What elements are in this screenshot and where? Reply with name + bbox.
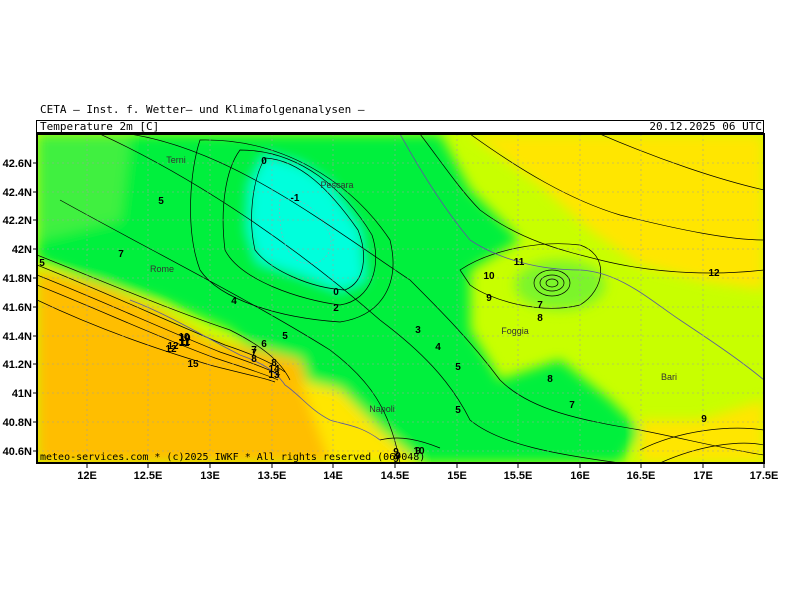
- lon-tick-label: 15E: [447, 470, 467, 482]
- lat-tick-label: 41N: [12, 388, 32, 400]
- lat-tick-label: 41.6N: [3, 302, 32, 314]
- isotherm-label: 10: [413, 446, 425, 457]
- lon-tick-label: 14.5E: [381, 470, 410, 482]
- isotherm-label: 11: [514, 257, 525, 268]
- city-label: Pescara: [320, 180, 353, 190]
- isotherm-label: 7: [537, 300, 543, 311]
- lat-tick-label: 40.6N: [3, 446, 32, 458]
- isotherm-label: 10: [483, 271, 495, 282]
- isotherm-label: 0: [333, 287, 339, 298]
- city-label: Bari: [661, 372, 677, 382]
- isotherm-label: 5: [455, 362, 461, 373]
- parameter-bar: [36, 120, 764, 133]
- axis-ticks: [33, 162, 765, 468]
- isotherm-label: 9: [486, 293, 492, 304]
- isotherm-label: 8: [251, 354, 257, 365]
- city-label: Rome: [150, 264, 174, 274]
- institute-title: CETA — Inst. f. Wetter— und Klimafolgena…: [40, 103, 365, 116]
- city-label: Terni: [166, 155, 186, 165]
- isotherm-label: 8: [271, 358, 277, 369]
- isotherm-label: 7: [569, 400, 575, 411]
- lat-tick-label: 42.6N: [3, 158, 32, 170]
- isotherm-label: 9: [415, 446, 421, 457]
- city-labels: Terni Pescara Rome Foggia Bari Napoli: [150, 155, 677, 414]
- isotherm-label: 11: [180, 337, 191, 348]
- isotherm-label: 6: [261, 339, 267, 350]
- map-frame: [36, 133, 765, 464]
- isotherm-label: 12: [165, 344, 177, 355]
- isotherm-label: 12: [708, 268, 720, 279]
- isotherm-label: 4: [435, 342, 441, 353]
- isotherm-label: 10: [179, 333, 191, 344]
- field-layer: [37, 134, 764, 463]
- city-label: Napoli: [369, 404, 395, 414]
- isotherm-label: 9: [701, 414, 707, 425]
- isotherm-label: 7: [251, 345, 257, 356]
- isotherm-label: 8: [537, 313, 543, 324]
- isotherm-label: 0: [261, 156, 267, 167]
- lat-tick-label: 41.4N: [3, 331, 32, 343]
- isotherm-label: 5: [455, 405, 461, 416]
- isotherm-label: -1: [291, 193, 300, 204]
- valid-time: 20.12.2025 06 UTC: [649, 120, 762, 133]
- footer-copyright: meteo-services.com * (c)2025 IWKF * All …: [40, 452, 426, 463]
- lat-tick-label: 41.2N: [3, 359, 32, 371]
- isotherm-label: 2: [333, 303, 339, 314]
- isotherms: [37, 134, 764, 463]
- isotherm-label: 5: [282, 331, 288, 342]
- isotherm-label: 14: [268, 364, 280, 375]
- lon-tick-label: 17.5E: [750, 470, 779, 482]
- lon-tick-label: 14E: [323, 470, 343, 482]
- isotherm-label: 15: [187, 359, 199, 370]
- isotherm-label: 7: [118, 249, 124, 260]
- parameter-label: Temperature_2m [C]: [40, 120, 160, 133]
- isotherm-label: 13: [268, 370, 280, 381]
- city-label: Foggia: [501, 326, 529, 336]
- lon-tick-label: 13.5E: [258, 470, 287, 482]
- lat-tick-label: 42.2N: [3, 215, 32, 227]
- lat-tick-label: 41.8N: [3, 273, 32, 285]
- isotherm-label: 7: [251, 348, 257, 359]
- lon-tick-label: 16.5E: [627, 470, 656, 482]
- axis-labels: 12E 12.5E 13E 13.5E 14E 14.5E 15E 15.5E 16E 16.5E…: [3, 158, 779, 482]
- lat-lon-grid: [37, 134, 764, 463]
- isotherm-label: 5: [158, 196, 164, 207]
- lat-tick-label: 40.8N: [3, 417, 32, 429]
- isotherm-label: 3: [415, 325, 421, 336]
- lon-tick-label: 12.5E: [134, 470, 163, 482]
- lon-tick-label: 13E: [200, 470, 220, 482]
- isotherm-label: 9: [393, 447, 399, 458]
- lon-tick-label: 15.5E: [504, 470, 533, 482]
- isotherm-label: 9: [393, 454, 399, 465]
- isotherm-label: 8: [547, 374, 553, 385]
- isotherm-label: 10: [178, 332, 190, 343]
- lon-tick-label: 16E: [570, 470, 590, 482]
- lat-tick-label: 42N: [12, 244, 32, 256]
- lon-tick-label: 12E: [77, 470, 97, 482]
- isotherm-label: 9: [395, 451, 401, 462]
- lat-tick-label: 42.4N: [3, 187, 32, 199]
- lon-tick-label: 17E: [693, 470, 713, 482]
- isotherm-label: 11: [179, 338, 190, 349]
- isotherm-label: 5: [39, 258, 45, 269]
- dotted-cold-core: [279, 198, 332, 264]
- isotherm-label: 4: [231, 296, 237, 307]
- isotherm-label: 12: [167, 341, 179, 352]
